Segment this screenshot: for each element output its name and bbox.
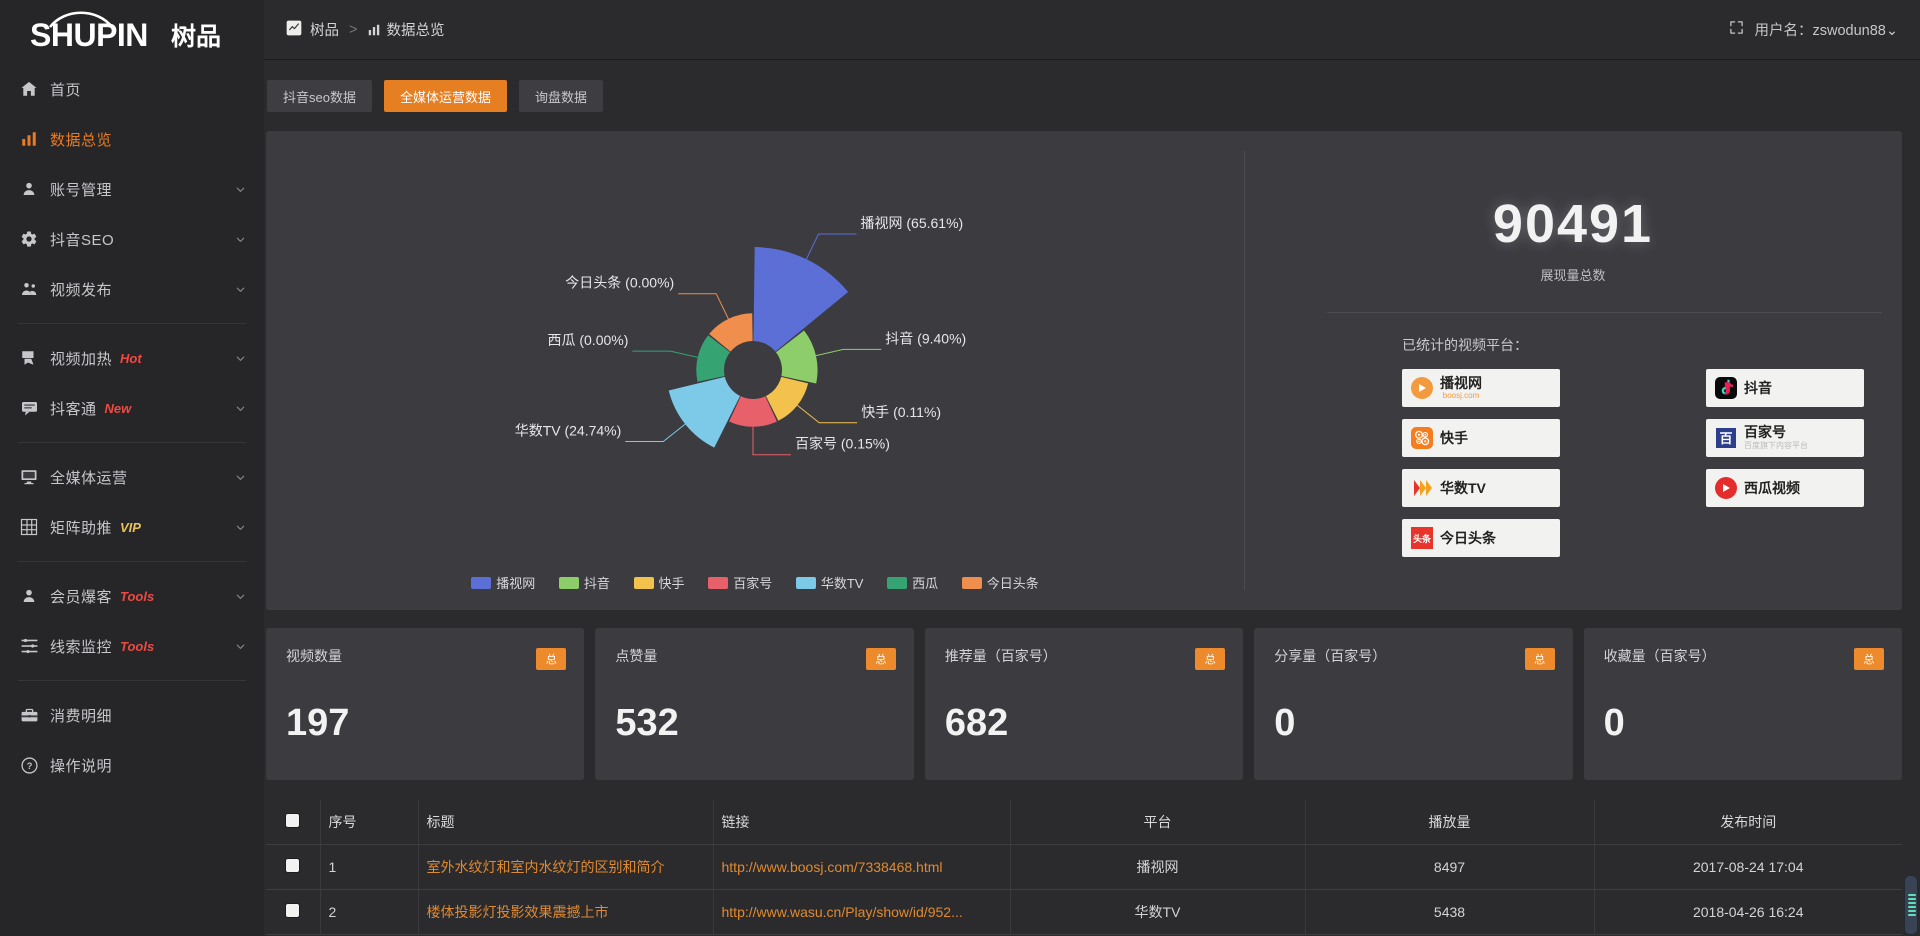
- svg-text:抖音 (9.40%): 抖音 (9.40%): [885, 330, 966, 346]
- svg-text:播视网 (65.61%): 播视网 (65.61%): [861, 215, 964, 231]
- svg-text:树品: 树品: [171, 23, 221, 51]
- svg-text:百家号 (0.15%): 百家号 (0.15%): [795, 436, 890, 452]
- svg-text:?: ?: [26, 761, 32, 771]
- svg-text:百: 百: [1719, 431, 1732, 446]
- svg-text:头条: 头条: [1413, 533, 1432, 544]
- svg-text:今日头条 (0.00%): 今日头条 (0.00%): [565, 275, 674, 291]
- svg-text:快手 (0.11%): 快手 (0.11%): [861, 404, 941, 420]
- svg-text:SHUPIN: SHUPIN: [30, 17, 148, 53]
- svg-text:西瓜 (0.00%): 西瓜 (0.00%): [547, 332, 628, 348]
- svg-text:华数TV (24.74%): 华数TV (24.74%): [515, 423, 622, 439]
